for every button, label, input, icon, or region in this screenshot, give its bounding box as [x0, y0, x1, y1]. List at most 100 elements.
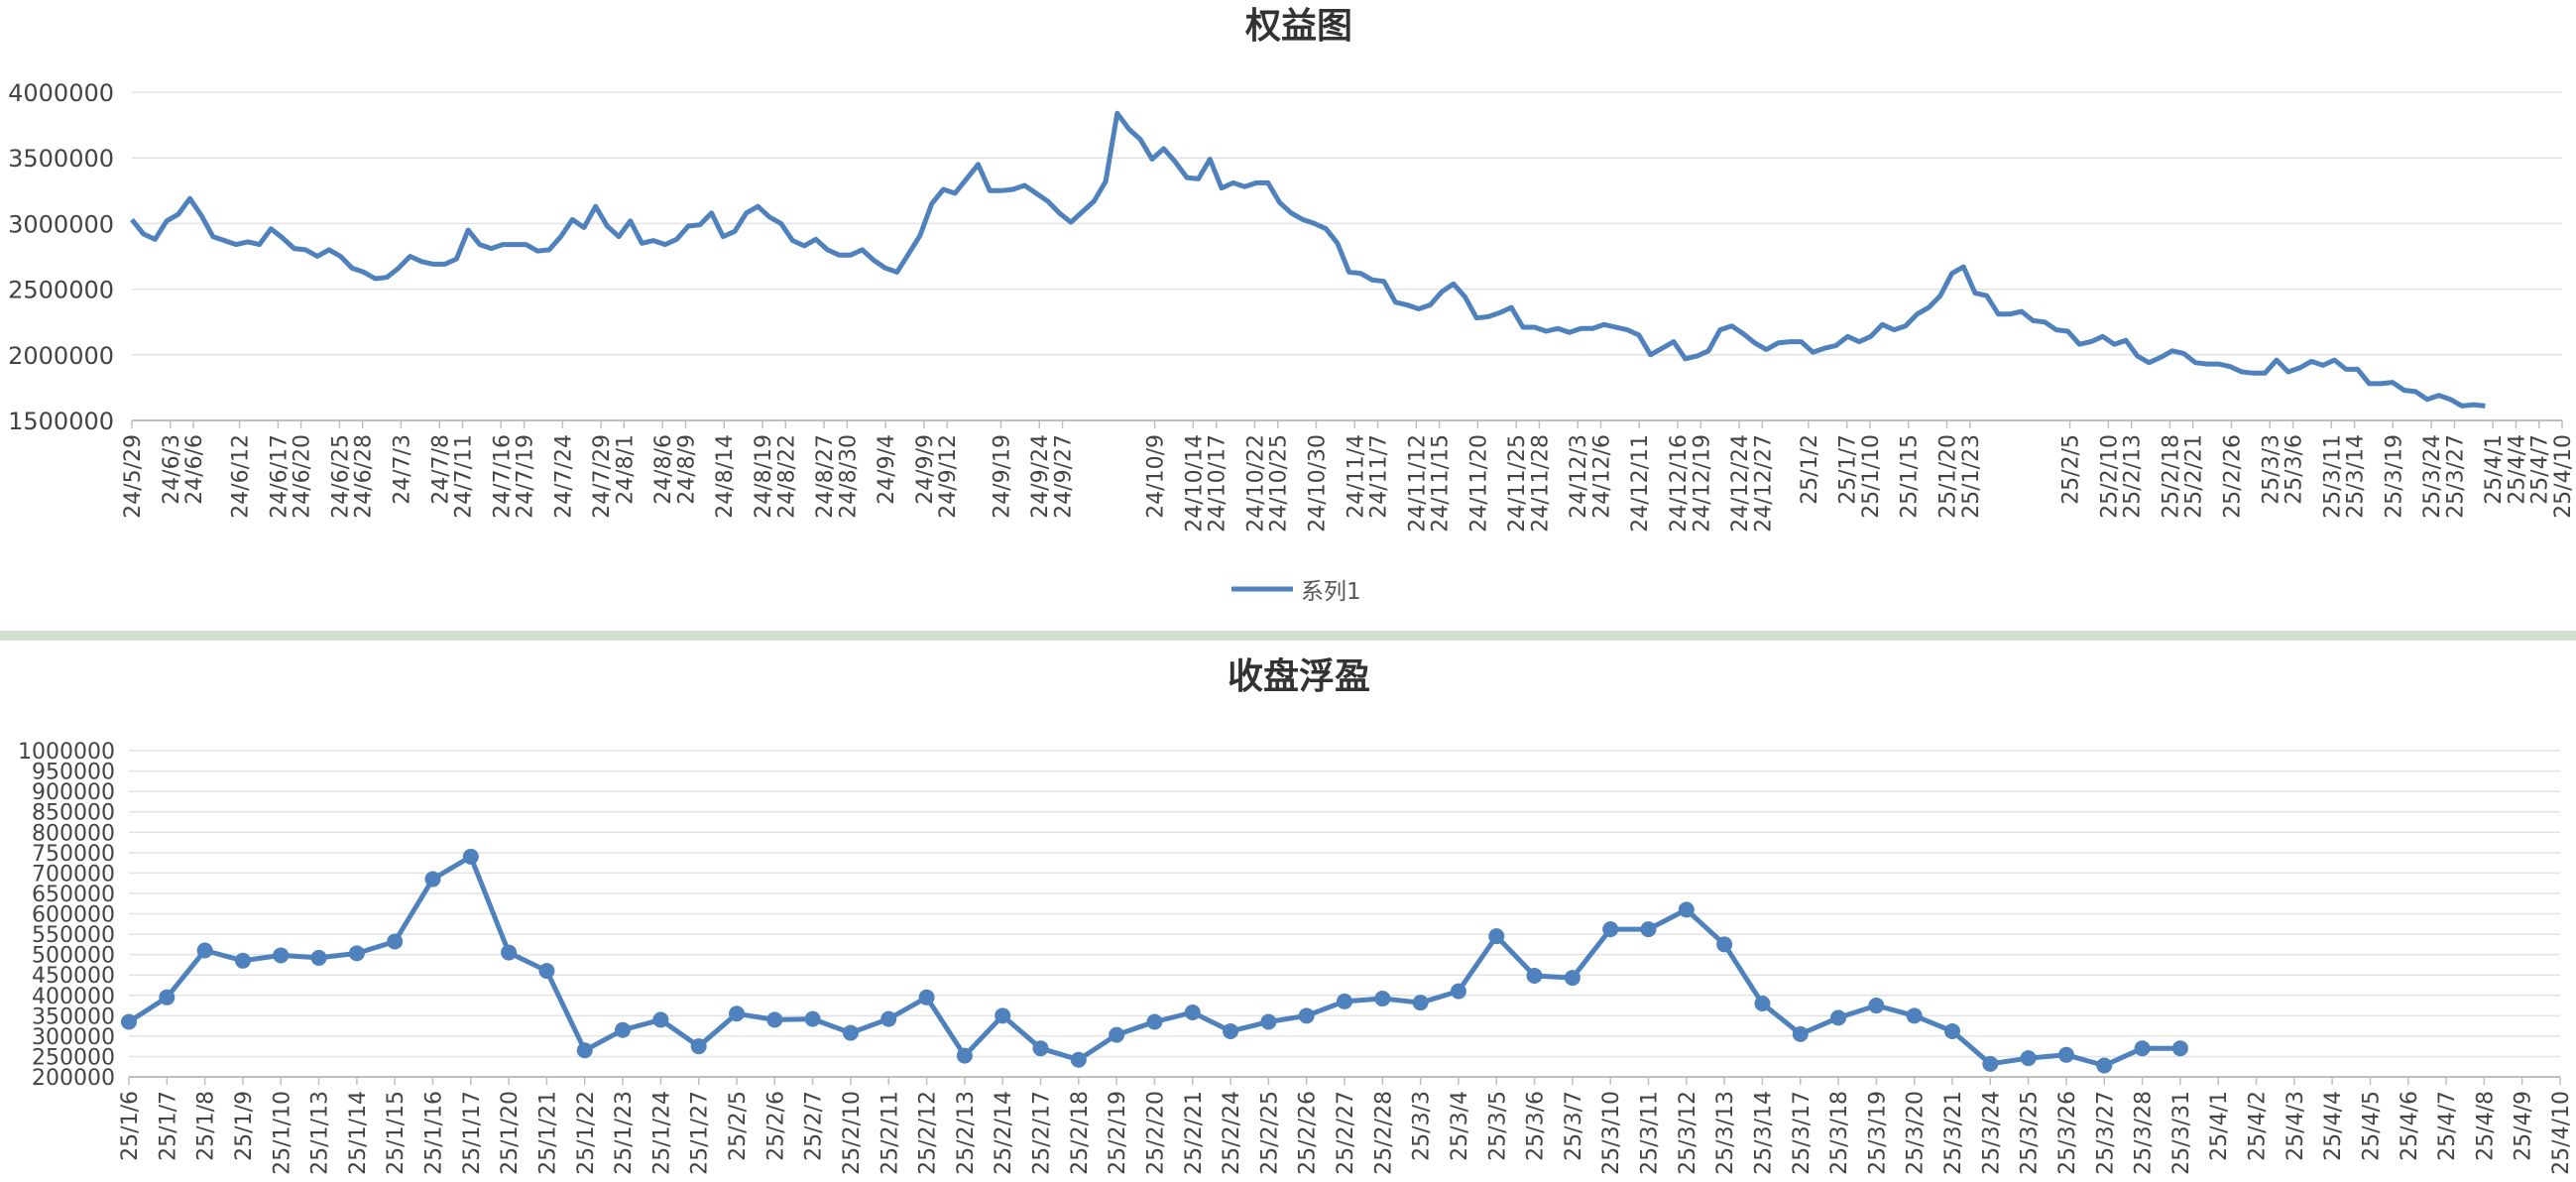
- x-tick-label: 24/9/12: [936, 434, 961, 519]
- legend-label: 系列1: [1301, 579, 1361, 605]
- data-point: [995, 1007, 1011, 1024]
- x-tick-label: 24/7/19: [514, 434, 538, 519]
- x-tick-label: 24/11/4: [1344, 434, 1368, 519]
- data-point: [842, 1024, 859, 1041]
- chart-divider: [0, 631, 2576, 641]
- x-tick-label: 25/2/18: [2159, 434, 2183, 519]
- y-tick-label: 550000: [32, 923, 115, 948]
- x-tick-label: 24/10/30: [1305, 434, 1330, 532]
- y-tick-label: 2500000: [8, 277, 114, 304]
- x-tick-label: 25/2/13: [954, 1091, 979, 1175]
- x-tick-label: 24/6/3: [160, 434, 184, 505]
- y-tick-label: 1500000: [8, 408, 114, 435]
- data-point: [766, 1011, 783, 1028]
- y-tick-label: 700000: [32, 862, 115, 886]
- x-tick-label: 25/3/13: [1713, 1091, 1738, 1175]
- data-point: [1260, 1013, 1277, 1030]
- data-point: [538, 963, 555, 980]
- y-tick-label: 800000: [32, 821, 115, 846]
- y-tick-label: 500000: [32, 944, 115, 969]
- x-tick-label: 25/3/4: [1448, 1091, 1472, 1161]
- y-tick-label: 450000: [32, 964, 115, 989]
- x-tick-label: 25/3/14: [1751, 1091, 1776, 1175]
- x-tick-label: 25/2/26: [2220, 434, 2245, 519]
- y-tick-label: 600000: [32, 903, 115, 928]
- x-tick-label: 24/9/19: [990, 434, 1014, 519]
- x-tick-label: 24/9/24: [1028, 434, 1053, 519]
- y-tick-label: 850000: [32, 801, 115, 826]
- x-tick-label: 24/12/11: [1628, 434, 1653, 532]
- x-tick-label: 24/5/29: [121, 434, 146, 519]
- data-point: [1906, 1007, 1923, 1024]
- x-tick-label: 25/4/4: [2321, 1091, 2346, 1161]
- x-tick-label: 25/3/24: [1979, 1091, 2004, 1175]
- x-tick-label: 25/1/24: [649, 1091, 674, 1175]
- x-tick-label: 24/10/17: [1206, 434, 1230, 532]
- floating-profit-chart: 收盘浮盈 20000025000030000035000040000045000…: [18, 655, 2574, 1175]
- x-tick-label: 25/1/17: [460, 1091, 485, 1175]
- x-tick-label: 24/11/15: [1429, 434, 1454, 532]
- x-tick-label: 25/1/16: [422, 1091, 447, 1175]
- x-tick-label: 25/3/7: [1562, 1091, 1586, 1161]
- x-tick-label: 25/3/18: [1827, 1091, 1852, 1175]
- data-point: [1944, 1022, 1960, 1039]
- data-point: [1678, 901, 1695, 918]
- x-tick-label: 24/12/6: [1589, 434, 1614, 519]
- x-tick-label: 25/4/9: [2512, 1091, 2536, 1161]
- data-point: [690, 1038, 707, 1055]
- x-tick-label: 24/11/12: [1405, 434, 1430, 532]
- x-tick-label: 25/1/13: [308, 1091, 333, 1175]
- data-point: [1412, 995, 1429, 1011]
- data-point: [1792, 1025, 1809, 1042]
- y-tick-label: 1000000: [18, 740, 115, 765]
- x-tick-label: 25/2/25: [1257, 1091, 1282, 1175]
- floating-profit-y-axis: 2000002500003000003500004000004500005000…: [18, 740, 115, 1091]
- x-tick-label: 25/3/11: [1638, 1091, 1663, 1175]
- x-tick-label: 25/2/11: [878, 1091, 902, 1175]
- x-tick-label: 25/1/23: [612, 1091, 637, 1175]
- x-tick-label: 24/12/27: [1751, 434, 1776, 532]
- x-tick-label: 24/7/24: [551, 434, 576, 519]
- x-tick-label: 24/8/6: [651, 434, 676, 505]
- x-tick-label: 25/1/10: [270, 1091, 294, 1175]
- x-tick-label: 24/6/17: [267, 434, 292, 519]
- x-tick-label: 25/4/10: [2549, 1091, 2574, 1175]
- x-tick-label: 25/3/19: [2382, 434, 2406, 519]
- data-point: [2134, 1040, 2151, 1057]
- data-point: [918, 989, 935, 1005]
- x-tick-label: 24/11/25: [1505, 434, 1530, 532]
- x-tick-label: 24/7/11: [452, 434, 477, 519]
- data-point: [2057, 1046, 2074, 1063]
- data-point: [273, 947, 290, 964]
- data-point: [1716, 936, 1733, 953]
- x-tick-label: 25/3/6: [1524, 1091, 1549, 1161]
- data-point: [1146, 1013, 1163, 1030]
- y-tick-label: 650000: [32, 883, 115, 907]
- data-point: [1982, 1055, 1999, 1072]
- x-tick-label: 24/10/22: [1243, 434, 1268, 532]
- data-point: [196, 942, 213, 959]
- x-tick-label: 25/4/5: [2359, 1091, 2384, 1161]
- x-tick-label: 25/4/7: [2528, 434, 2553, 505]
- equity-chart-title: 权益图: [1244, 6, 1352, 47]
- x-tick-label: 25/2/19: [1106, 1091, 1130, 1175]
- data-point: [956, 1047, 973, 1064]
- x-tick-label: 25/3/3: [2259, 434, 2283, 505]
- floating-profit-x-axis: 25/1/6 25/1/7 25/1/8 25/1/9 25/1/10 25/1/13 25…: [118, 1077, 2574, 1175]
- data-point: [1526, 968, 1543, 985]
- x-tick-label: 25/3/25: [2018, 1091, 2043, 1175]
- x-tick-label: 24/10/25: [1267, 434, 1292, 532]
- x-tick-label: 25/3/17: [1790, 1091, 1815, 1175]
- x-tick-label: 24/9/9: [913, 434, 938, 505]
- data-point: [804, 1010, 821, 1027]
- data-point: [1564, 970, 1581, 987]
- equity-grid: [132, 91, 2562, 421]
- x-tick-label: 25/3/27: [2093, 1091, 2118, 1175]
- y-tick-label: 250000: [32, 1045, 115, 1070]
- x-tick-label: 25/1/6: [118, 1091, 143, 1161]
- x-tick-label: 25/2/18: [1068, 1091, 1093, 1175]
- equity-series-line: [130, 110, 2486, 409]
- x-tick-label: 25/1/15: [384, 1091, 409, 1175]
- x-tick-label: 24/6/12: [229, 434, 254, 519]
- x-tick-label: 25/2/13: [2121, 434, 2146, 519]
